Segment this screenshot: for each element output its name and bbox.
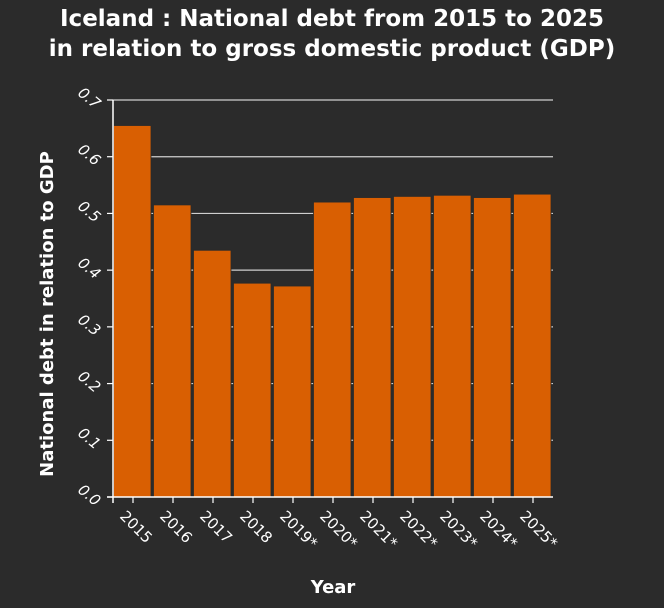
y-tick-label: 0.1 [74, 424, 104, 453]
bar-2022-projected [393, 196, 432, 498]
y-axis-label: National debt in relation to GDP [37, 151, 58, 477]
x-tick-label: 2024* [476, 507, 521, 552]
y-tick-label: 0.4 [74, 254, 104, 283]
bar-2018 [233, 282, 272, 498]
x-tick-label: 2025* [516, 507, 561, 552]
bar-2017 [193, 249, 232, 498]
x-tick-label: 2015 [116, 507, 156, 547]
y-tick-labels: 0.0 0.1 0.2 0.3 0.4 0.5 0.6 0.7 [74, 84, 113, 510]
bar-2020-projected [313, 201, 352, 498]
y-tick-label: 0.2 [74, 367, 104, 396]
x-tick-label: 2017 [196, 507, 236, 547]
bar-2016 [153, 204, 192, 498]
y-tick-label: 0.3 [74, 310, 104, 339]
chart-title-line-2: in relation to gross domestic product (G… [48, 36, 616, 62]
bar-2015 [113, 125, 152, 498]
chart-title-line-1: Iceland : National debt from 2015 to 202… [60, 6, 604, 32]
bar-2019-projected [273, 285, 312, 498]
bar-2024-projected [473, 197, 512, 498]
chart-title: Iceland : National debt from 2015 to 202… [0, 4, 664, 64]
bar-2021-projected [353, 197, 392, 498]
x-tick-label: 2019* [276, 507, 321, 552]
bars [113, 125, 552, 498]
x-axis-label: Year [310, 577, 356, 598]
x-tick-labels: 2015 2016 2017 2018 2019*2020*2021*2022*2023… [116, 497, 562, 552]
y-tick-label: 0.0 [74, 481, 104, 510]
x-tick-label: 2016 [156, 507, 196, 547]
x-tick-label: 2020* [316, 507, 361, 552]
axes [107, 100, 553, 503]
x-tick-label: 2023* [436, 507, 481, 552]
y-tick-label: 0.6 [74, 140, 104, 169]
bar-2025-projected [513, 193, 552, 498]
y-tick-label: 0.7 [74, 84, 104, 113]
x-tick-label: 2022* [396, 507, 441, 552]
bar-2023-projected [433, 194, 472, 498]
x-tick-label: 2021* [356, 507, 401, 552]
y-tick-label: 0.5 [74, 197, 104, 226]
x-tick-label: 2018 [236, 507, 276, 547]
